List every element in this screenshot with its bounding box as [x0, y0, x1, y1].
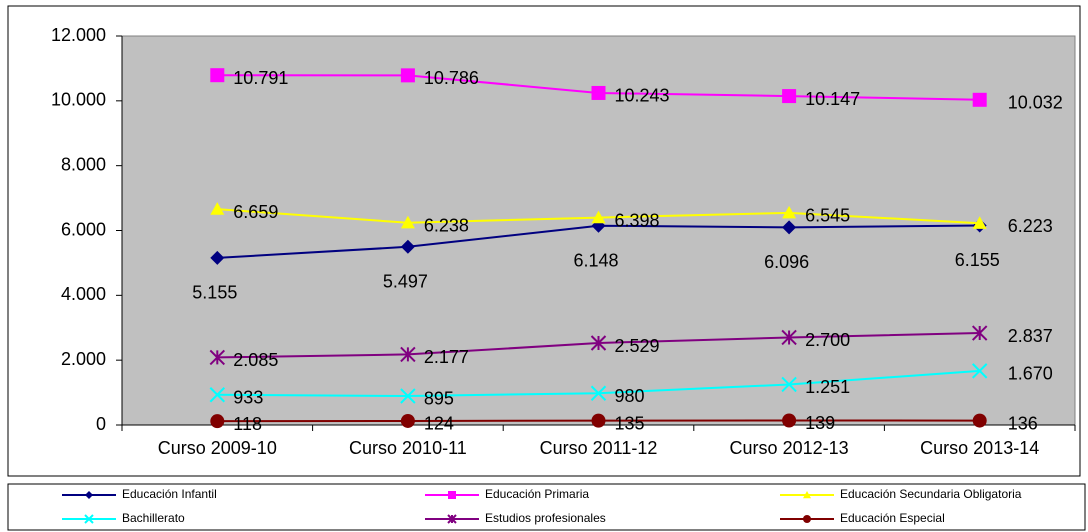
y-tick-label: 10.000: [51, 90, 106, 110]
data-label: 2.177: [424, 347, 469, 367]
marker: [591, 210, 606, 224]
data-label: 2.837: [1008, 326, 1053, 346]
marker: [400, 413, 415, 428]
marker: [400, 215, 415, 229]
y-tick-label: 2.000: [61, 349, 106, 369]
marker: [400, 388, 416, 404]
legend-marker: [447, 514, 457, 524]
data-label: 2.085: [233, 350, 278, 370]
x-tick-label: Curso 2009-10: [158, 438, 277, 458]
marker: [210, 250, 225, 265]
y-tick-label: 0: [96, 414, 106, 434]
marker: [972, 413, 987, 428]
x-tick-label: Curso 2013-14: [920, 438, 1039, 458]
data-label: 980: [615, 386, 645, 406]
marker: [210, 202, 225, 215]
legend-marker: [803, 491, 811, 499]
y-tick-label: 12.000: [51, 25, 106, 45]
marker: [781, 376, 797, 393]
data-label: 6.238: [424, 216, 469, 236]
data-label: 10.791: [233, 68, 288, 88]
data-label: 124: [424, 414, 454, 434]
data-label: 6.545: [805, 206, 850, 226]
x-tick-label: Curso 2012-13: [730, 438, 849, 458]
marker: [590, 385, 607, 401]
data-label: 139: [805, 413, 835, 433]
marker: [209, 387, 226, 403]
marker: [782, 89, 797, 104]
data-label: 2.700: [805, 330, 850, 350]
data-label: 10.147: [805, 89, 860, 109]
data-label: 10.243: [615, 86, 670, 106]
legend-box: [7, 483, 1086, 531]
data-label: 6.148: [574, 250, 619, 270]
marker: [972, 216, 987, 229]
y-tick-label: 8.000: [61, 154, 106, 174]
data-label: 6.398: [615, 210, 660, 230]
legend-label: Bachillerato: [122, 511, 185, 525]
data-label: 6.096: [764, 252, 809, 272]
legend-marker: [85, 491, 93, 499]
data-label: 118: [233, 414, 262, 434]
data-label: 6.659: [233, 202, 278, 222]
marker: [972, 92, 987, 107]
data-label: 6.155: [955, 250, 1000, 270]
marker: [590, 335, 607, 351]
data-label: 10.786: [424, 68, 479, 88]
data-label: 5.155: [192, 283, 237, 303]
data-label: 1.670: [1008, 364, 1053, 384]
data-label: 1.251: [805, 377, 850, 397]
marker: [782, 413, 797, 428]
data-label: 6.223: [1008, 216, 1053, 236]
legend-marker: [84, 514, 94, 524]
marker: [210, 68, 225, 83]
legend-marker: [448, 491, 456, 499]
legend-label: Educación Especial: [840, 511, 945, 525]
legend-label: Educación Infantil: [122, 487, 217, 501]
data-label: 5.497: [383, 272, 428, 292]
legend-label: Educación Primaria: [485, 487, 589, 501]
data-label: 135: [615, 413, 645, 433]
marker: [209, 349, 226, 366]
x-tick-label: Curso 2010-11: [349, 438, 467, 458]
marker: [782, 220, 797, 235]
legend-marker: [803, 515, 811, 523]
marker: [400, 68, 415, 83]
marker: [971, 363, 988, 379]
marker: [591, 413, 606, 428]
marker: [781, 329, 797, 346]
y-tick-label: 6.000: [61, 219, 106, 239]
data-label: 933: [233, 388, 263, 408]
legend-label: Estudios profesionales: [485, 511, 606, 525]
data-label: 2.529: [615, 336, 660, 356]
y-tick-label: 4.000: [61, 284, 106, 304]
data-label: 10.032: [1008, 93, 1063, 113]
marker: [210, 414, 225, 429]
marker: [400, 239, 415, 254]
marker: [782, 205, 797, 219]
legend-label: Educación Secundaria Obligatoria: [840, 487, 1022, 501]
data-label: 136: [1008, 413, 1038, 433]
data-label: 895: [424, 389, 454, 409]
x-tick-label: Curso 2011-12: [540, 438, 658, 458]
marker: [971, 325, 988, 341]
marker: [591, 85, 606, 100]
marker: [400, 346, 416, 363]
